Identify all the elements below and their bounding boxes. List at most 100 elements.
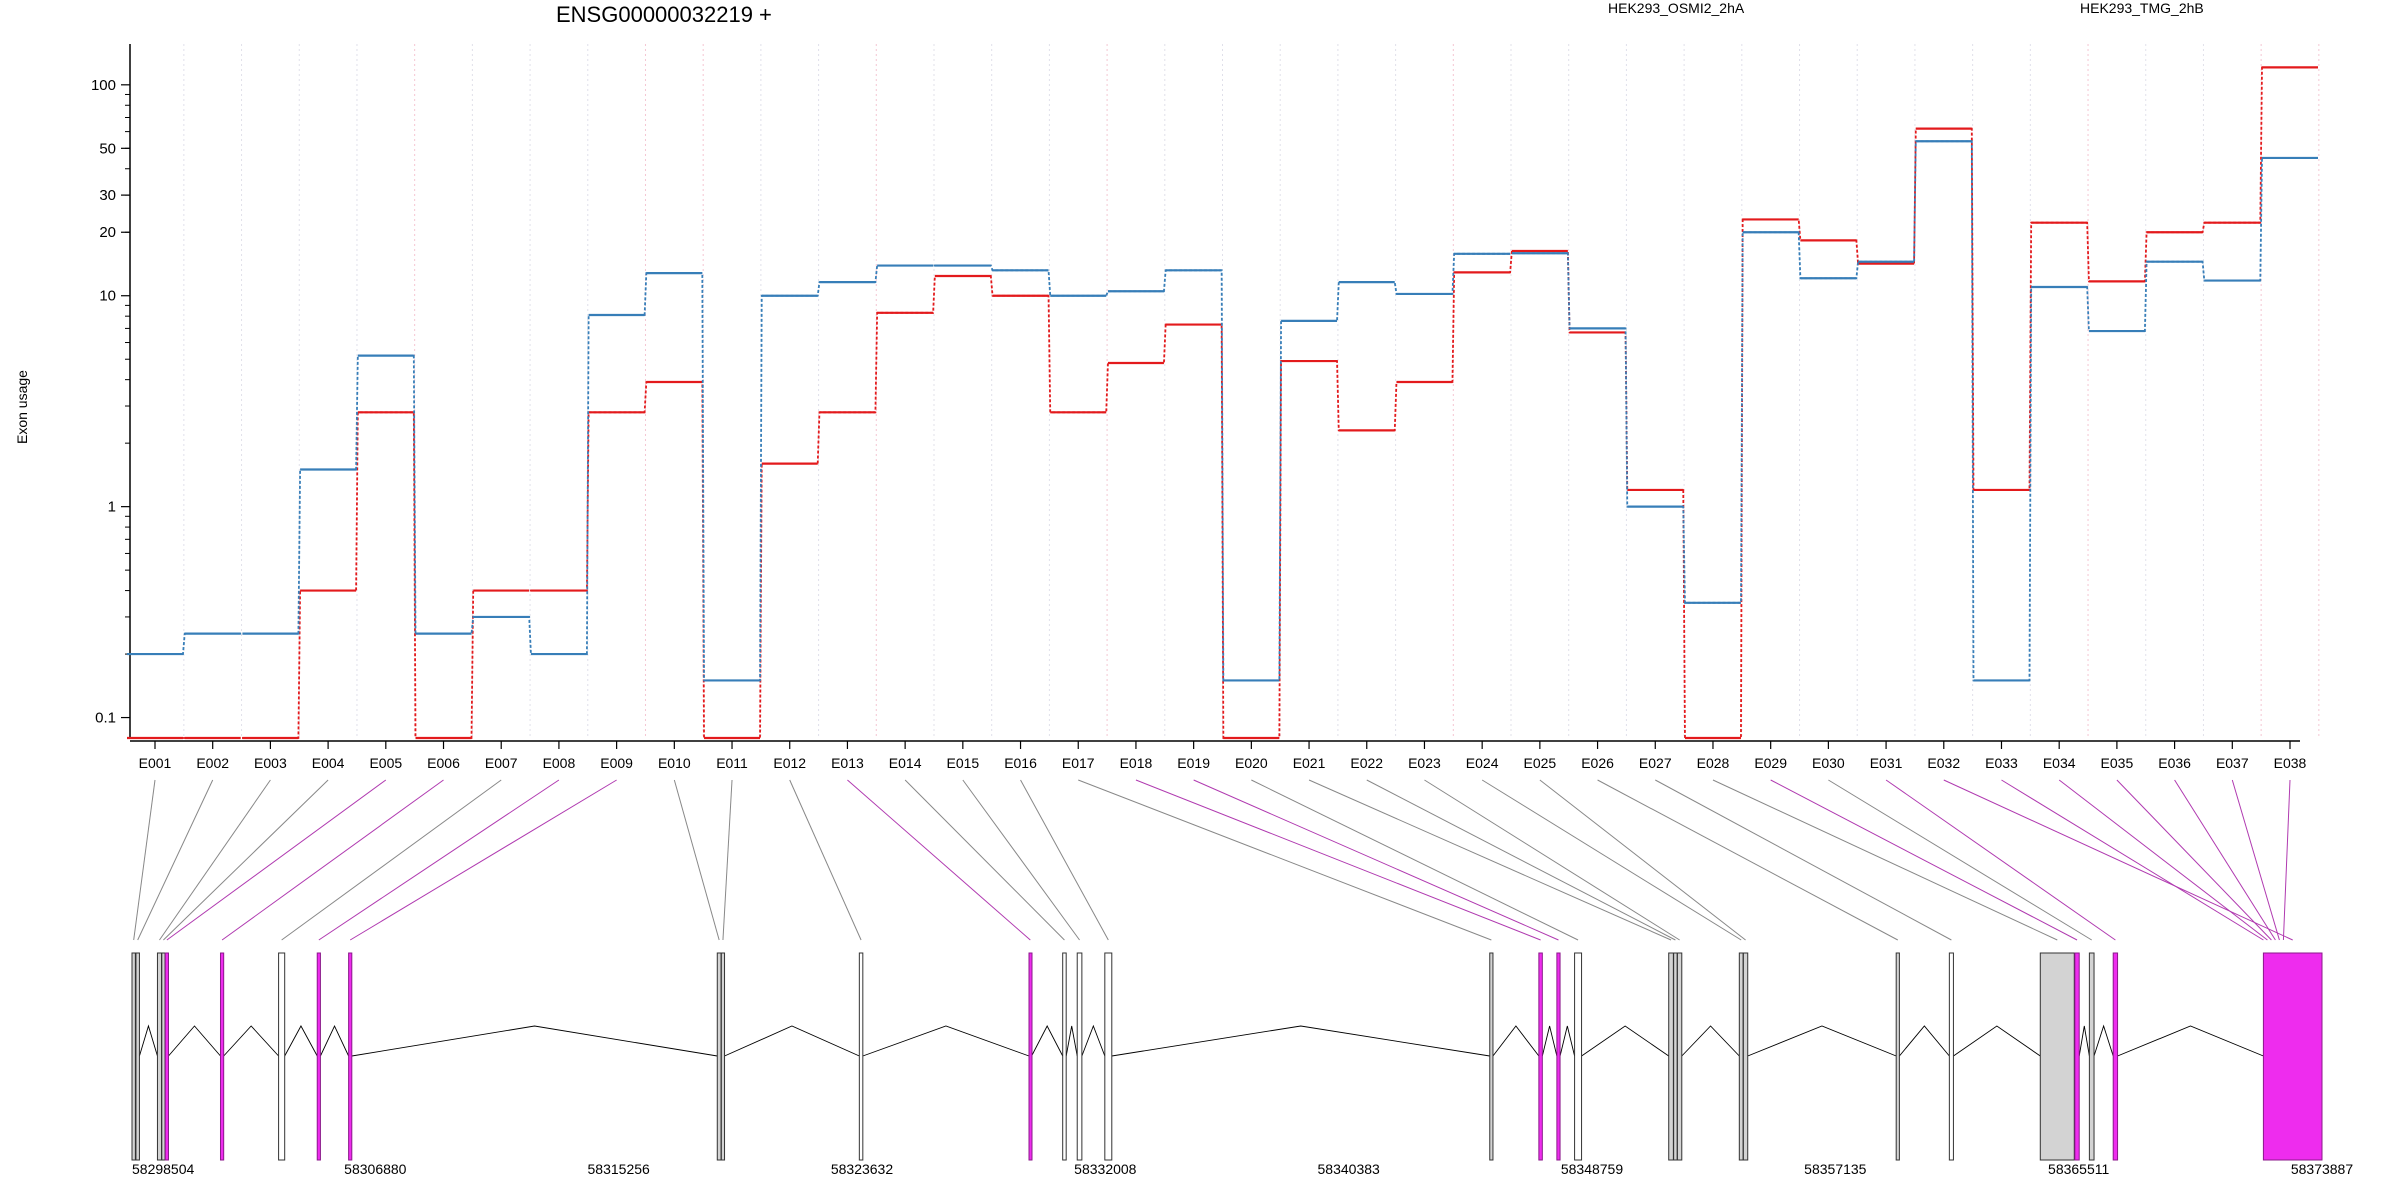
x-tick-label: E017 [1062,755,1095,771]
x-tick-label: E008 [543,755,576,771]
x-tick-label: E027 [1639,755,1672,771]
x-tick-label: E038 [2274,755,2307,771]
x-tick-label: E028 [1697,755,1730,771]
exon-link-line [1655,779,1952,941]
exon-link-line [133,779,156,941]
exon-link-line [1020,779,1109,941]
exon-link-line [163,779,329,941]
exon-box [858,952,864,1161]
legend-entry-osmi2: HEK293_OSMI2_2hA [1608,0,1745,16]
intron-connector [862,1025,1030,1057]
exon-box [164,952,169,1161]
intron-connector [2093,1024,2114,1057]
x-tick-label: E004 [312,755,345,771]
y-tick-label: 0.1 [95,710,116,727]
exon-box [1556,952,1561,1161]
exon-box [1538,952,1543,1161]
intron-connector [1081,1024,1106,1057]
intron-connector [1953,1025,2041,1057]
intron-connector [139,1024,158,1057]
x-tick-label: E006 [427,755,460,771]
x-tick-label: E018 [1120,755,1153,771]
x-tick-label: E020 [1235,755,1268,771]
exon-link-line [904,779,1065,941]
exon-box [219,952,225,1161]
chart-title: ENSG00000032219 + [556,2,772,27]
x-tick-label: E037 [2216,755,2249,771]
exon-link-line [722,779,733,941]
x-tick-label: E034 [2043,755,2076,771]
x-tick-label: E005 [369,755,402,771]
exon-link-line [1943,779,2293,941]
intron-connector [351,1025,718,1057]
y-tick-label: 10 [99,288,116,305]
y-tick-label: 100 [91,77,116,94]
exon-link-line [2058,779,2268,941]
exon-link-line [962,779,1080,941]
exon-link-line [1885,779,2116,941]
intron-connector [1492,1025,1540,1057]
y-tick-label: 20 [99,224,116,241]
genomic-coordinate-label: 58298504 [132,1161,195,1177]
exon-link-line [1366,779,1676,941]
y-tick-label: 50 [99,140,116,157]
intron-connector [1541,1025,1558,1057]
exon-box [131,952,136,1161]
x-tick-label: E015 [946,755,979,771]
intron-connector [284,1025,318,1057]
exon-link-line [281,779,502,941]
exon-link-line [1251,779,1579,941]
y-tick-label: 30 [99,187,116,204]
exon-box [720,952,726,1161]
genomic-coordinate-label: 58340383 [1318,1161,1381,1177]
intron-connector [168,1025,221,1057]
exon-box [1574,952,1583,1161]
genomic-coordinate-label: 58365511 [2048,1161,2109,1177]
exon-link-line [2282,779,2291,941]
exon-box [1673,952,1678,1161]
x-tick-label: E009 [600,755,633,771]
exon-link-line [1135,779,1541,941]
intron-connector [1899,1025,1950,1057]
exon-link-line [1597,779,1899,941]
exon-box [278,952,286,1161]
intron-connector [724,1025,860,1057]
exon-link-line [318,779,560,941]
intron-connector [1031,1025,1064,1057]
intron-connector [1559,1025,1576,1057]
genomic-coordinate-label: 58357135 [1804,1161,1867,1177]
x-tick-label: E025 [1524,755,1557,771]
exon-link-line [847,779,1031,941]
exon-link-line [159,779,271,941]
intron-connector [2117,1025,2264,1057]
exon-box [1742,952,1749,1161]
x-tick-label: E007 [485,755,518,771]
x-tick-label: E010 [658,755,691,771]
intron-connector [1581,1025,1669,1057]
x-tick-label: E033 [1985,755,2018,771]
exon-link-line [1539,779,1746,941]
x-tick-label: E023 [1408,755,1441,771]
exon-box [1895,952,1900,1161]
exon-link-line [1770,779,2078,941]
intron-connector [1681,1025,1740,1057]
x-tick-label: E026 [1581,755,1614,771]
x-tick-label: E013 [831,755,864,771]
x-tick-label: E012 [773,755,806,771]
exon-box [2039,952,2075,1161]
series-line-osmi2 [127,66,2318,739]
exon-box [316,952,321,1161]
exon-link-line [137,779,214,941]
genomic-coordinate-label: 58306880 [344,1161,407,1177]
x-tick-label: E014 [889,755,922,771]
exon-link-line [2174,779,2276,941]
x-tick-label: E011 [716,755,748,771]
x-tick-label: E022 [1350,755,1383,771]
exon-box [2074,952,2080,1161]
exon-box [716,952,722,1161]
intron-connector [320,1024,350,1057]
genomic-coordinate-label: 58323632 [831,1161,894,1177]
intron-connector [2078,1025,2090,1057]
exon-box [156,952,163,1161]
genomic-coordinate-label: 58332008 [1074,1161,1137,1177]
